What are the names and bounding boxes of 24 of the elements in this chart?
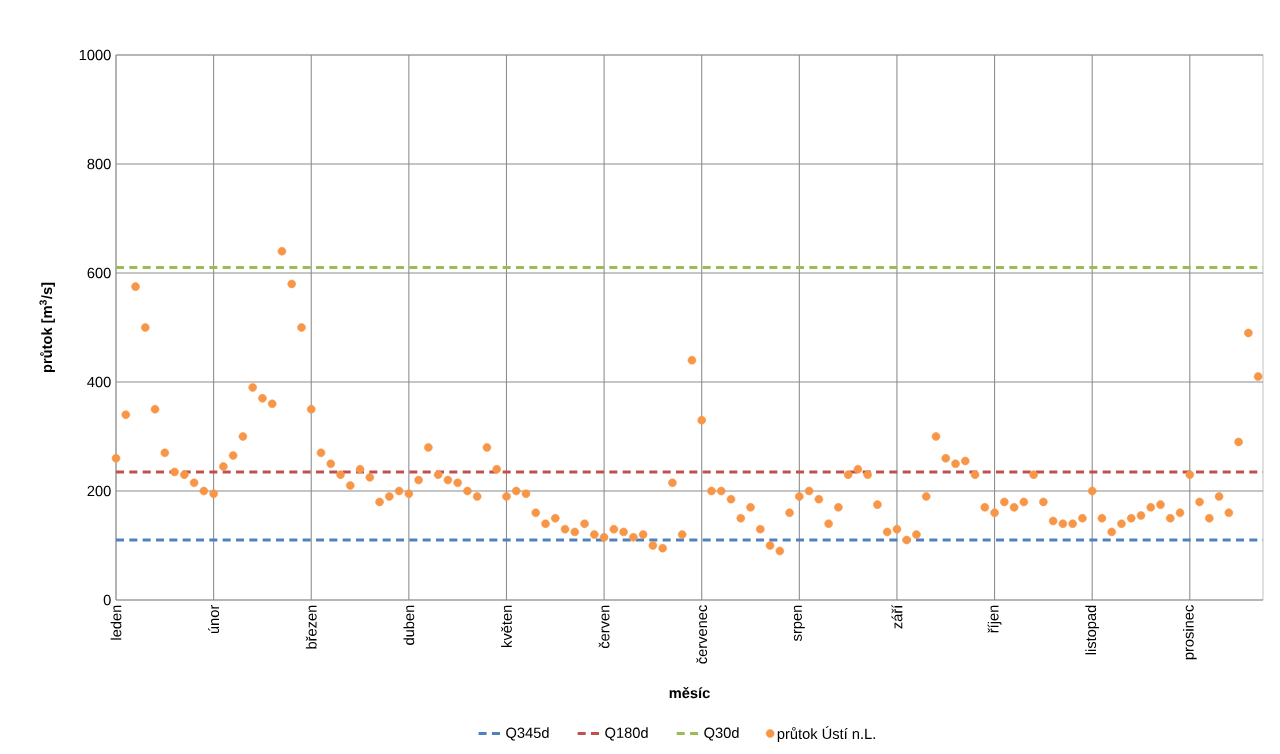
y-tick-label: 600 bbox=[87, 267, 111, 279]
x-tick-label: březen bbox=[305, 605, 317, 649]
x-tick-label: listopad bbox=[1085, 605, 1100, 655]
y-tick-label: 0 bbox=[103, 594, 111, 606]
y-tick-label: 800 bbox=[87, 158, 111, 170]
x-tick-label: červenec bbox=[696, 605, 708, 664]
legend-label: Q30d bbox=[704, 727, 739, 741]
x-tick-label: září bbox=[891, 604, 903, 629]
y-tick-label: 200 bbox=[87, 485, 111, 497]
x-tick-label: únor bbox=[208, 604, 220, 634]
x-tick-label: leden bbox=[110, 605, 122, 640]
x-tick-label: prosinec bbox=[1182, 605, 1197, 660]
x-tick-label: květen bbox=[501, 605, 512, 647]
x-tick-label: srpen bbox=[793, 605, 805, 641]
legend-label: průtok Ústí n.L. bbox=[777, 726, 875, 742]
x-axis-title: měsíc bbox=[669, 687, 710, 699]
y-tick-label: 1000 bbox=[79, 49, 111, 61]
legend-label: Q180d bbox=[605, 727, 648, 741]
legend-label: Q345d bbox=[506, 727, 549, 741]
x-tick-label: červen bbox=[598, 605, 610, 649]
y-axis-title: průtok [m$^{3}$/s] bbox=[39, 282, 55, 373]
y-tick-label: 400 bbox=[87, 376, 111, 388]
x-tick-label: říjen bbox=[987, 605, 1002, 633]
x-tick-label: duben bbox=[403, 605, 415, 645]
